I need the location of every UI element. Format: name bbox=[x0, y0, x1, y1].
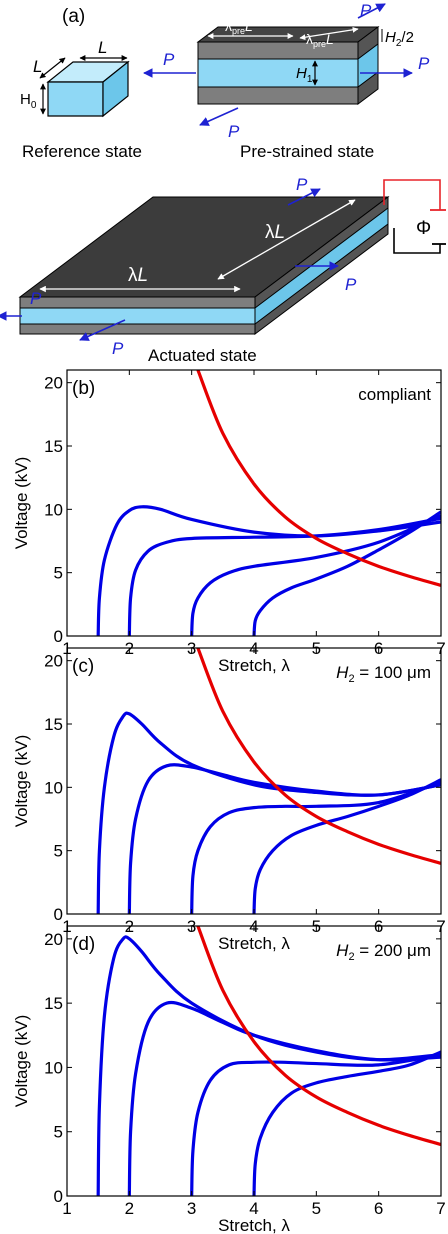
series-line-4 bbox=[196, 370, 441, 587]
series-line-0 bbox=[96, 711, 441, 914]
y-axis-label: Voltage (kV) bbox=[12, 735, 31, 828]
y-tick-label: 15 bbox=[44, 994, 63, 1013]
series-line-0 bbox=[96, 935, 441, 1196]
panel-label: (b) bbox=[72, 378, 95, 399]
label-P-actuated-back: P bbox=[296, 175, 308, 194]
x-tick-label: 5 bbox=[312, 1199, 321, 1218]
wire-red bbox=[383, 179, 441, 210]
force-arrow-back bbox=[357, 3, 386, 19]
x-tick-label: 2 bbox=[125, 1199, 134, 1218]
label-P-actuated-left: P bbox=[30, 289, 42, 308]
x-axis-label: Stretch, λ bbox=[218, 1216, 290, 1234]
series-line-3 bbox=[252, 778, 441, 914]
prestrained-stack bbox=[196, 26, 380, 105]
y-tick-label: 0 bbox=[54, 905, 63, 924]
x-tick-label: 6 bbox=[374, 1199, 383, 1218]
plot-frame bbox=[66, 369, 442, 637]
prestrained-state-caption: Pre-strained state bbox=[240, 142, 374, 161]
x-axis-label: Stretch, λ bbox=[218, 656, 290, 675]
series-line-2 bbox=[190, 514, 441, 636]
label-lambda-L-width: λL bbox=[128, 265, 148, 286]
series-line-4 bbox=[196, 648, 441, 865]
label-H2-half: H2/2 bbox=[385, 29, 414, 49]
wire-black bbox=[393, 228, 441, 254]
y-axis-label: Voltage (kV) bbox=[12, 457, 31, 550]
series-line-4 bbox=[196, 926, 441, 1147]
x-tick-label: 1 bbox=[62, 1199, 71, 1218]
actuated-depth-arrow bbox=[217, 199, 356, 280]
y-tick-label: 0 bbox=[54, 1187, 63, 1206]
label-H1: H1 bbox=[296, 65, 313, 85]
series-line-2 bbox=[190, 1052, 441, 1196]
annotation: compliant bbox=[358, 385, 431, 404]
x-tick-label: 4 bbox=[249, 1199, 258, 1218]
label-P-right: P bbox=[418, 54, 430, 73]
actuated-force-arrow-back bbox=[287, 188, 321, 206]
reference-block bbox=[46, 60, 130, 118]
series-line-2 bbox=[190, 780, 441, 914]
y-tick-label: 10 bbox=[44, 500, 63, 519]
y-tick-label: 5 bbox=[54, 842, 63, 861]
label-L-depth: L bbox=[33, 57, 42, 76]
y-tick-label: 20 bbox=[44, 930, 63, 949]
actuated-force-arrow-front bbox=[79, 319, 126, 341]
force-arrow-front bbox=[199, 107, 239, 126]
panel-label: (c) bbox=[72, 656, 94, 677]
series-line-1 bbox=[127, 516, 441, 636]
label-lambda-L-depth: λL bbox=[265, 222, 285, 243]
y-tick-label: 10 bbox=[44, 778, 63, 797]
annotation: H2 = 100 μm bbox=[336, 663, 431, 685]
prestrain-depth-arrow bbox=[299, 26, 359, 41]
label-P-left: P bbox=[163, 50, 175, 69]
y-tick-label: 5 bbox=[54, 1123, 63, 1142]
panel-label: (d) bbox=[72, 934, 95, 955]
series-line-1 bbox=[127, 763, 441, 914]
schematic-panel: (a) L L H0 Reference state λpreL λpreL H… bbox=[0, 1, 446, 365]
series-line-1 bbox=[127, 1000, 441, 1196]
label-lambda-pre-L-depth: λpreL bbox=[306, 31, 334, 49]
y-tick-label: 20 bbox=[44, 652, 63, 671]
label-P-back: P bbox=[360, 1, 372, 20]
y-tick-label: 15 bbox=[44, 715, 63, 734]
y-tick-label: 5 bbox=[54, 564, 63, 583]
chart-2: 1 2 3 4 5 6 7 0 5 10 15 20 Stretch, λ Voltage (kV) (d)… bbox=[12, 925, 446, 1234]
reference-depth-arrow bbox=[39, 57, 66, 79]
label-H0: H0 bbox=[20, 91, 37, 111]
y-tick-label: 20 bbox=[44, 374, 63, 393]
charts: 1 2 3 4 5 6 7 0 5 10 15 20 Stretch, λ Voltage (kV) (b)… bbox=[12, 369, 446, 1234]
actuated-state-caption: Actuated state bbox=[148, 346, 257, 365]
annotation: H2 = 200 μm bbox=[336, 941, 431, 963]
label-P-actuated-right: P bbox=[345, 275, 357, 294]
x-axis-label: Stretch, λ bbox=[218, 934, 290, 953]
label-P-actuated-front: P bbox=[112, 339, 124, 358]
panel-label-a: (a) bbox=[62, 6, 85, 27]
y-tick-label: 10 bbox=[44, 1058, 63, 1077]
y-axis-label: Voltage (kV) bbox=[12, 1015, 31, 1108]
label-L-width: L bbox=[98, 38, 107, 57]
y-tick-label: 15 bbox=[44, 437, 63, 456]
x-tick-label: 3 bbox=[187, 1199, 196, 1218]
label-P-front: P bbox=[228, 122, 240, 141]
reference-state-caption: Reference state bbox=[22, 142, 142, 161]
label-Phi: Φ bbox=[416, 218, 431, 239]
series-line-3 bbox=[252, 510, 441, 636]
x-tick-label: 7 bbox=[436, 1199, 445, 1218]
label-lambda-pre-L-width: λpreL bbox=[225, 18, 253, 36]
y-tick-label: 0 bbox=[54, 627, 63, 646]
